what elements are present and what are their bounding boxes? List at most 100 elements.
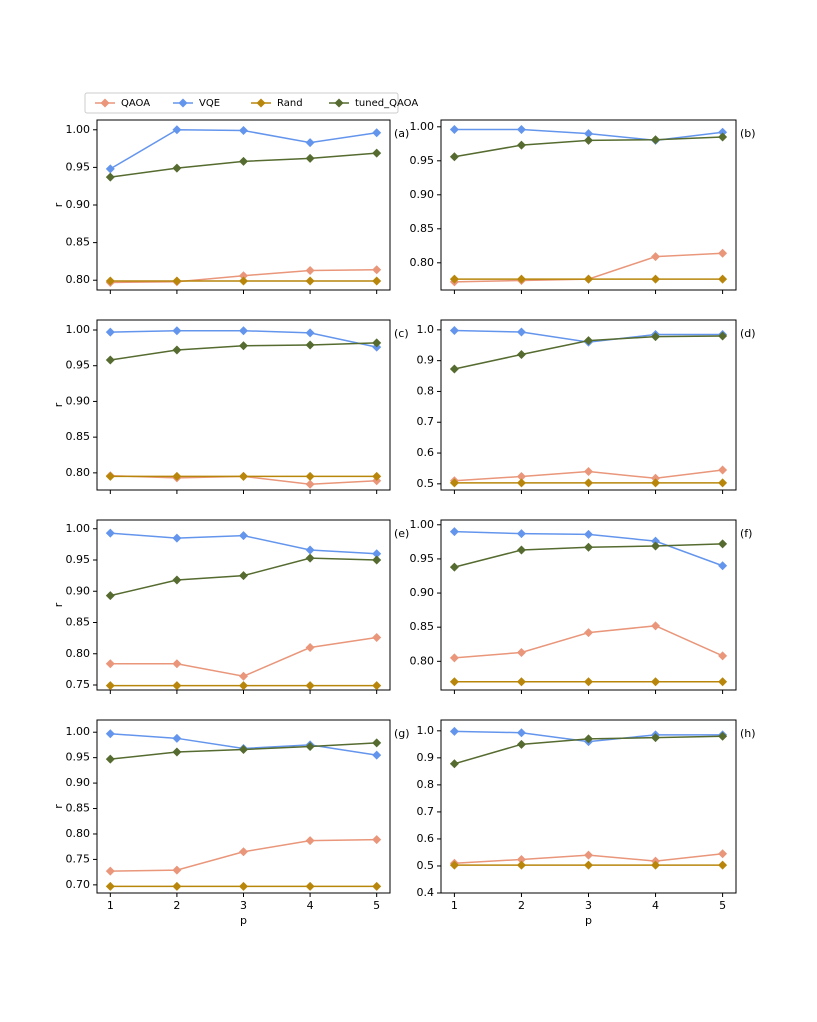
data-point <box>718 331 728 341</box>
data-point <box>718 849 728 859</box>
data-point <box>239 341 248 351</box>
x-tick-label: 5 <box>373 899 380 912</box>
y-tick-label: 0.90 <box>66 394 91 407</box>
y-tick-label: 0.80 <box>410 256 435 269</box>
data-point <box>584 135 593 145</box>
data-point <box>718 860 728 870</box>
data-point <box>305 265 315 275</box>
data-point <box>105 881 115 891</box>
x-tick-label: 5 <box>719 899 726 912</box>
y-axis-label: r <box>52 602 65 607</box>
data-point <box>105 471 115 481</box>
data-point <box>239 156 248 166</box>
y-tick-label: 0.6 <box>417 446 435 459</box>
panel-label: (g) <box>394 727 410 740</box>
data-point <box>651 135 661 145</box>
y-tick-label: 0.95 <box>66 751 91 764</box>
data-point <box>172 733 182 743</box>
data-point <box>305 836 315 846</box>
x-tick-label: 4 <box>307 899 314 912</box>
data-point <box>105 729 115 739</box>
data-point <box>718 731 728 741</box>
y-tick-label: 0.8 <box>417 778 435 791</box>
data-point <box>718 274 728 284</box>
y-tick-label: 0.90 <box>66 584 91 597</box>
y-tick-label: 0.95 <box>66 359 91 372</box>
legend-label: Rand <box>277 98 303 109</box>
data-point <box>372 835 382 845</box>
data-point <box>651 621 661 631</box>
data-point <box>651 733 661 743</box>
data-point <box>449 125 459 135</box>
data-point <box>305 328 315 338</box>
x-axis-label: p <box>240 914 247 927</box>
data-point <box>516 529 526 539</box>
data-point <box>305 553 315 563</box>
data-point <box>372 881 382 891</box>
y-tick-label: 0.7 <box>417 415 435 428</box>
panel-label: (c) <box>394 327 409 340</box>
data-point <box>718 465 728 475</box>
y-tick-label: 0.70 <box>66 878 91 891</box>
data-point <box>651 332 661 342</box>
y-tick-label: 0.9 <box>417 354 435 367</box>
data-point <box>172 681 182 691</box>
data-point <box>584 336 593 346</box>
data-point <box>305 138 315 148</box>
data-point <box>449 562 459 572</box>
data-point <box>239 847 248 857</box>
data-point <box>651 274 661 284</box>
legend-box <box>84 92 399 114</box>
data-point <box>239 471 248 481</box>
y-tick-label: 1.00 <box>66 323 91 336</box>
data-point <box>584 467 593 477</box>
y-tick-label: 0.6 <box>417 832 435 845</box>
data-point <box>239 531 248 541</box>
y-tick-label: 0.95 <box>410 154 435 167</box>
data-point <box>372 633 382 642</box>
data-point <box>651 536 661 546</box>
y-tick-label: 0.8 <box>417 384 435 397</box>
data-point <box>651 252 661 262</box>
y-tick-label: 1.00 <box>410 120 435 133</box>
panel-label: (f) <box>740 527 752 540</box>
data-point <box>305 741 315 751</box>
data-point <box>305 340 315 350</box>
data-point <box>651 677 661 687</box>
data-point <box>372 148 382 158</box>
y-tick-label: 0.95 <box>410 552 435 565</box>
data-point <box>718 561 728 571</box>
data-point <box>372 738 382 748</box>
data-point <box>105 754 115 764</box>
y-tick-label: 0.80 <box>66 466 91 479</box>
data-point <box>718 127 728 137</box>
y-tick-label: 0.95 <box>66 160 91 173</box>
y-axis-label: r <box>52 804 65 809</box>
y-tick-label: 1.00 <box>410 518 435 531</box>
x-tick-label: 4 <box>652 899 659 912</box>
y-tick-label: 0.75 <box>66 678 91 691</box>
data-point <box>449 653 459 663</box>
data-point <box>718 651 728 661</box>
panel-label: (e) <box>394 527 409 540</box>
data-point <box>372 265 382 275</box>
data-point <box>584 542 593 552</box>
y-tick-label: 0.90 <box>410 188 435 201</box>
data-point <box>372 750 382 760</box>
x-tick-label: 1 <box>451 899 458 912</box>
data-point <box>239 326 248 336</box>
data-point <box>305 479 315 489</box>
data-point <box>584 478 593 488</box>
y-tick-label: 0.85 <box>66 616 91 629</box>
panel-label: (d) <box>740 327 756 340</box>
data-point <box>172 276 182 286</box>
data-point <box>718 248 728 258</box>
data-point <box>584 677 593 687</box>
data-point <box>239 571 248 581</box>
data-point <box>516 125 526 135</box>
data-point <box>718 478 728 488</box>
data-point <box>516 728 526 738</box>
y-tick-label: 0.80 <box>66 647 91 660</box>
data-point <box>584 850 593 860</box>
x-axis-label: p <box>585 914 592 927</box>
